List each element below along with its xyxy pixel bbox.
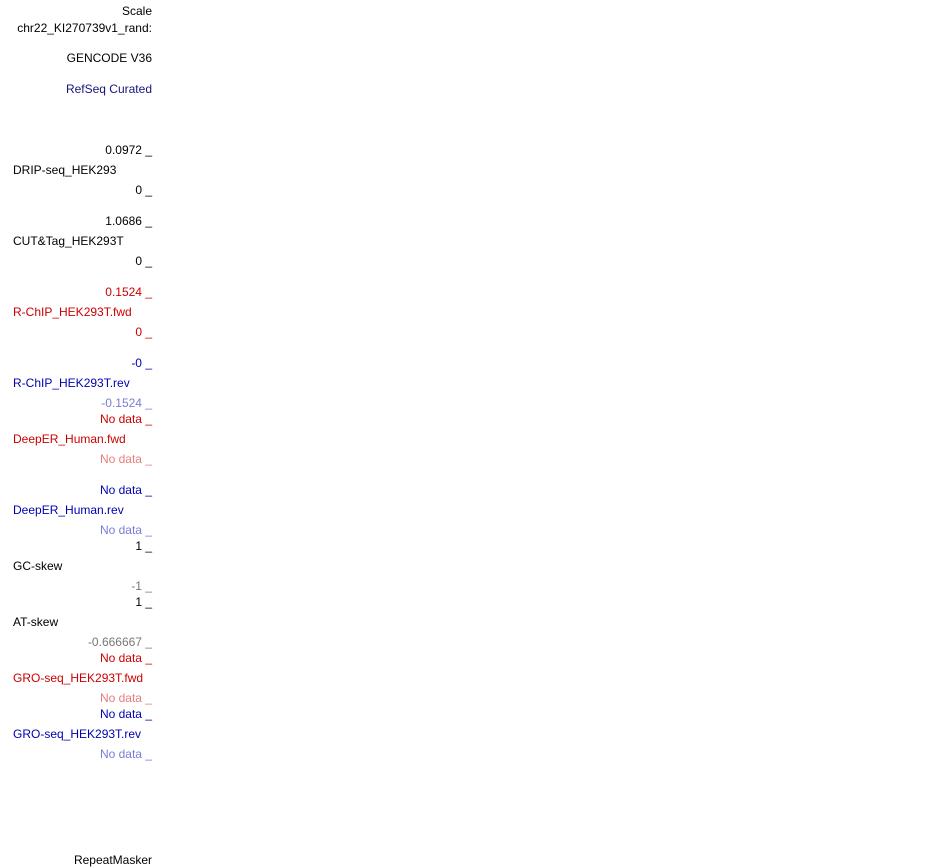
track-at-skew-label[interactable]: AT-skew <box>13 615 59 629</box>
deeper-rev-max-label: No data _ <box>99 483 152 497</box>
track-refseq-label[interactable]: RefSeq Curated <box>65 82 152 96</box>
track-data-area[interactable] <box>160 0 950 868</box>
rchip-fwd-min-label: 0 _ <box>135 325 152 339</box>
deeper-fwd-min-label: No data _ <box>99 452 152 466</box>
at-skew-min-label: -0.666667 _ <box>87 635 152 649</box>
cuttag-max-label: 1.0686 _ <box>105 214 152 228</box>
rchip-rev-max-label: -0 _ <box>131 356 152 370</box>
rchip-fwd-max-label: 0.1524 _ <box>105 285 152 299</box>
scale-label: Scale <box>121 4 152 18</box>
rchip-rev-min-label: -0.1524 _ <box>101 396 152 410</box>
drip-max-label: 0.0972 _ <box>105 143 152 157</box>
gro-fwd-max-label: No data _ <box>99 651 152 665</box>
track-rchip-rev-label[interactable]: R-ChIP_HEK293T.rev <box>13 376 130 390</box>
deeper-fwd-max-label: No data _ <box>99 412 152 426</box>
track-drip-seq-label[interactable]: DRIP-seq_HEK293 <box>13 163 117 177</box>
cuttag-min-label: 0 _ <box>135 254 152 268</box>
track-gc-skew-label[interactable]: GC-skew <box>13 559 63 573</box>
gro-fwd-min-label: No data _ <box>99 691 152 705</box>
track-cuttag-label[interactable]: CUT&Tag_HEK293T <box>13 234 124 248</box>
at-skew-max-label: 1 _ <box>135 595 152 609</box>
track-gro-fwd-label[interactable]: GRO-seq_HEK293T.fwd <box>13 671 144 685</box>
track-rchip-fwd-label[interactable]: R-ChIP_HEK293T.fwd <box>13 305 132 319</box>
deeper-rev-min-label: No data _ <box>99 523 152 537</box>
gc-skew-min-label: -1 _ <box>131 579 152 593</box>
gc-skew-max-label: 1 _ <box>135 539 152 553</box>
track-repeatmasker-label[interactable]: RepeatMasker <box>73 853 152 867</box>
drip-min-label: 0 _ <box>135 183 152 197</box>
gro-rev-min-label: No data _ <box>99 747 152 761</box>
track-gro-rev-label[interactable]: GRO-seq_HEK293T.rev <box>13 727 142 741</box>
gro-rev-max-label: No data _ <box>99 707 152 721</box>
track-deeper-rev-label[interactable]: DeepER_Human.rev <box>13 503 124 517</box>
chrom-label: chr22_KI270739v1_rand: <box>17 21 152 35</box>
track-gencode-label[interactable]: GENCODE V36 <box>66 51 152 65</box>
track-deeper-fwd-label[interactable]: DeepER_Human.fwd <box>13 432 126 446</box>
